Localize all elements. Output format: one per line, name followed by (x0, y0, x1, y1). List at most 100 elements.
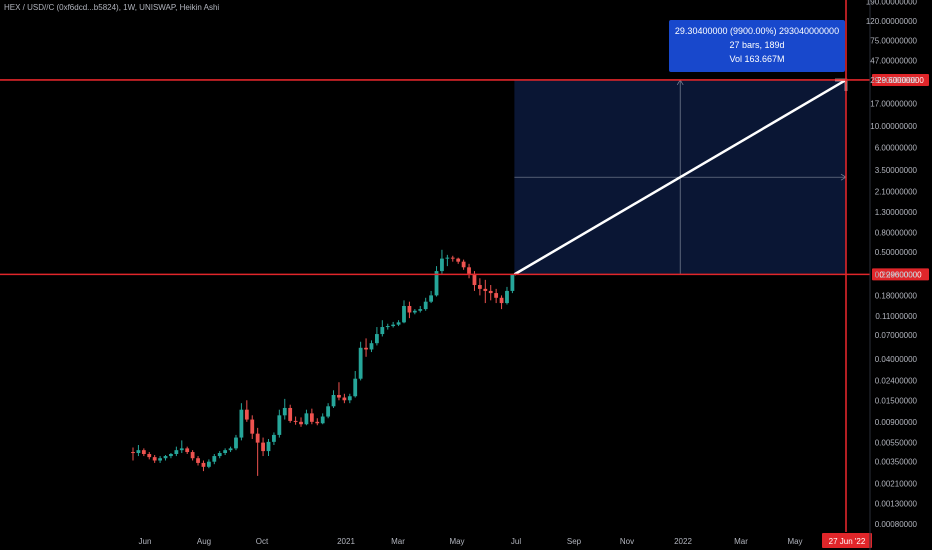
candle-body (190, 452, 195, 459)
date-tag (822, 533, 872, 548)
candle (158, 456, 162, 463)
candle (261, 437, 265, 457)
candle (217, 451, 222, 459)
candle (380, 320, 385, 337)
candle-body (337, 394, 341, 398)
candle (483, 279, 488, 304)
candle-body (396, 322, 401, 325)
candle-body (347, 396, 352, 401)
candle-body (331, 394, 336, 407)
candle (234, 434, 238, 451)
price-tick-label: 0.00550000 (875, 439, 918, 448)
candle-body (461, 261, 466, 268)
candle-body (234, 437, 238, 449)
candle (174, 446, 179, 457)
candle-body (412, 310, 417, 313)
candle-body (136, 450, 141, 454)
candle-body (131, 452, 135, 454)
price-tick-label: 0.04000000 (875, 355, 918, 364)
candle-body (217, 453, 222, 457)
price-tick-label: 29.60000000 (870, 76, 917, 85)
time-tick-label: Jul (511, 537, 521, 546)
candle (282, 398, 287, 420)
price-tick-label: 0.00130000 (875, 500, 918, 509)
candle-body (342, 397, 347, 401)
candle-body (483, 288, 488, 291)
time-tick-label: Oct (256, 537, 269, 546)
measure-volume-text: Vol 163.667M (729, 54, 785, 64)
candle-body (255, 433, 260, 443)
candle (228, 446, 233, 453)
candle (299, 417, 303, 427)
candle-body (391, 324, 396, 327)
level-price-tag (872, 268, 929, 281)
candle-body (505, 290, 509, 304)
price-tick-label: 0.02400000 (875, 376, 918, 385)
candle (407, 301, 412, 319)
candle (309, 408, 314, 425)
candle-body (293, 420, 298, 422)
price-tick-label: 0.29600000 (875, 270, 918, 279)
candle (277, 409, 282, 438)
candle-body (206, 461, 211, 467)
candle-body (375, 334, 379, 344)
candle (179, 440, 184, 454)
candle-body (196, 458, 200, 463)
candle-body (288, 407, 293, 421)
price-tick-label: 0.80000000 (875, 228, 918, 237)
candle-body (423, 301, 428, 310)
candle-body (309, 413, 314, 422)
candle-body (272, 434, 276, 442)
candle-body (169, 454, 173, 457)
candle (212, 454, 217, 465)
candle (391, 321, 396, 328)
vertical-line: 27 Jun '22 (822, 0, 872, 548)
time-axis: Jun Aug Oct 2021 Mar May Jul Sep Nov 2022 Mar May (139, 537, 803, 546)
candle (429, 290, 433, 304)
candle-body (434, 271, 439, 296)
candle (196, 456, 200, 466)
candle (244, 400, 249, 422)
candle-body (467, 267, 471, 274)
time-tick-label: Nov (620, 537, 634, 546)
candle (440, 249, 444, 274)
time-tick-label: 2022 (674, 537, 692, 546)
candle-body (472, 273, 477, 286)
date-tag-text: 27 Jun '22 (829, 537, 866, 546)
measure-arrow-line[interactable] (513, 78, 847, 276)
price-tick-label: 47.00000000 (870, 56, 917, 65)
measure-box (513, 78, 848, 276)
price-tick-label: 10.00000000 (870, 122, 917, 131)
candle-body (299, 421, 303, 425)
price-tick-label: 0.11000000 (875, 312, 917, 321)
horizontal-lines: 29.60000000 0.29600000 (0, 73, 929, 281)
candle (396, 320, 401, 327)
candle (201, 460, 206, 472)
candle-body (353, 378, 358, 397)
candle-body (510, 274, 515, 291)
candle-body (488, 290, 493, 294)
candle-body (201, 462, 206, 467)
candle (304, 409, 309, 426)
candle-body (141, 450, 146, 455)
candle (152, 455, 157, 463)
candle (494, 288, 499, 304)
candle-body (477, 285, 482, 289)
price-tick-label: 120.00000000 (866, 17, 918, 26)
candle (375, 327, 379, 346)
price-tick-label: 0.18000000 (875, 291, 918, 300)
candle (342, 393, 347, 404)
candle (190, 450, 195, 461)
price-tick-label: 0.00350000 (875, 458, 918, 467)
candle-body (212, 456, 217, 462)
candle (445, 254, 450, 267)
candle-body (440, 258, 444, 272)
candle-body (402, 305, 406, 323)
candle (510, 273, 515, 294)
candle-body (266, 441, 271, 452)
price-tick-label: 1.30000000 (875, 208, 918, 217)
candle-body (320, 416, 325, 424)
price-tick-label: 0.00210000 (875, 479, 918, 488)
level-price-tag (872, 73, 929, 86)
